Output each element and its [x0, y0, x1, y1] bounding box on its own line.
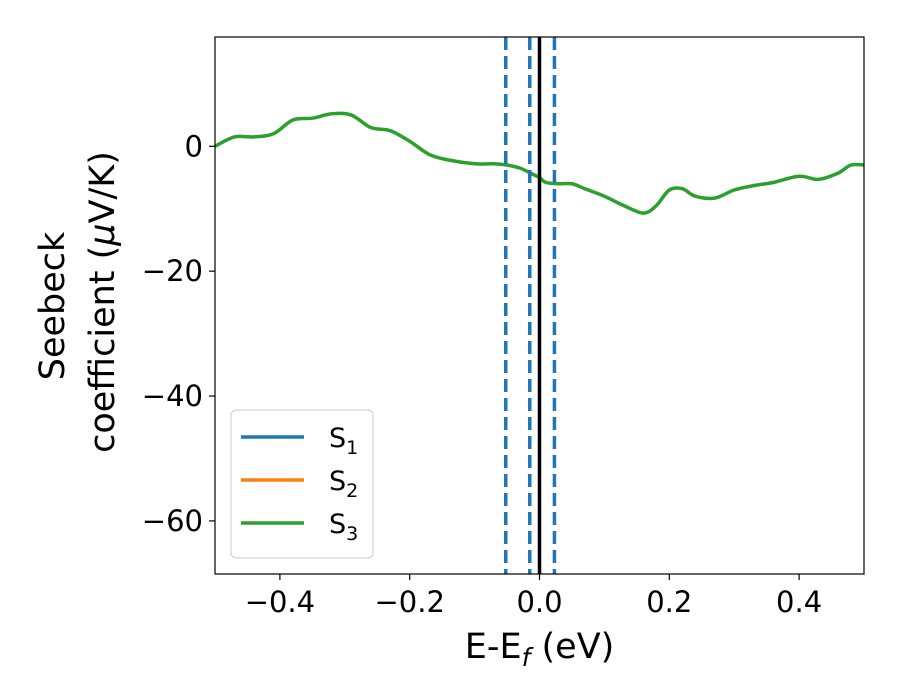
x-tick-label: 0.4	[776, 585, 822, 619]
y-tick-label: −20	[142, 254, 203, 288]
x-tick-label: −0.2	[374, 585, 444, 619]
y-tick-label: −40	[142, 379, 203, 413]
y-axis-title-line2: coefficient (μV/K)	[83, 151, 123, 453]
x-tick-label: 0.0	[516, 585, 562, 619]
legend-label-base: S	[329, 466, 346, 497]
series-line-3	[215, 111, 864, 215]
legend-label-subscript: 2	[346, 480, 358, 502]
legend-label-2: S2	[329, 466, 358, 502]
y-tick-label: −60	[142, 504, 203, 538]
y-axis-title-suffix: V/K)	[83, 151, 123, 223]
legend-label-subscript: 1	[346, 437, 358, 459]
legend-label-1: S1	[329, 423, 358, 459]
x-axis-title-base: E-E	[465, 627, 522, 667]
y-tick-label: 0	[185, 129, 203, 163]
legend-label-subscript: 3	[346, 523, 358, 545]
data-layer	[215, 37, 864, 574]
legend-label-base: S	[329, 423, 346, 454]
x-axis-title: E-Ef (eV)	[465, 627, 615, 672]
y-axis-title-line1: Seebeck	[33, 231, 73, 380]
x-axis-ticks: −0.4 −0.2 0.0 0.2 0.4	[245, 574, 822, 619]
legend-label-base: S	[329, 509, 346, 540]
y-axis-ticks: 0 −20 −40 −60	[142, 129, 215, 538]
y-axis-title-prefix: coefficient (	[83, 246, 123, 453]
x-tick-label: 0.2	[646, 585, 692, 619]
legend-label-3: S3	[329, 509, 358, 545]
x-axis-title-unit: (eV)	[530, 627, 614, 667]
x-tick-label: −0.4	[245, 585, 315, 619]
legend-box	[230, 409, 374, 559]
y-axis-title-mu: μ	[83, 223, 123, 246]
